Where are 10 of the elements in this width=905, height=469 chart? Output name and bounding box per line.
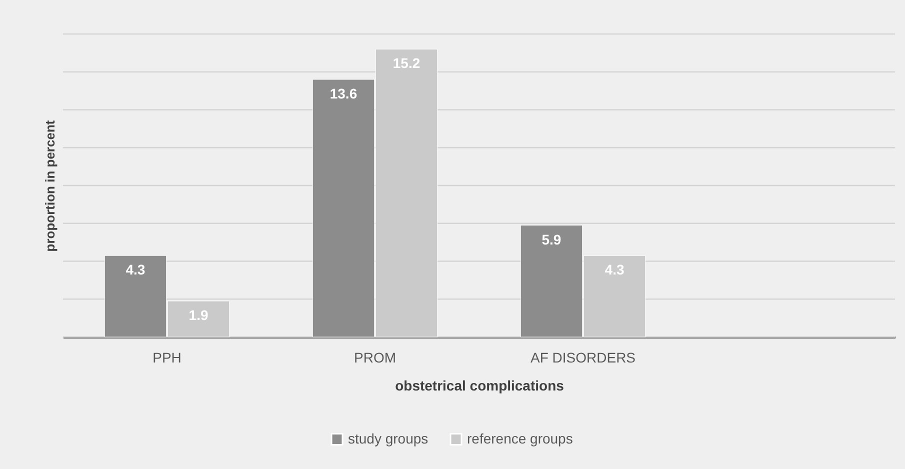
legend-label: reference groups: [467, 430, 573, 446]
x-axis-title: obstetrical complications: [395, 378, 564, 394]
data-label: 13.6: [330, 85, 358, 102]
y-axis-title: proportion in percent: [42, 120, 58, 252]
data-label: 5.9: [542, 231, 562, 248]
x-tick-label: PPH: [152, 350, 182, 366]
x-tick-label: PROM: [354, 350, 396, 366]
x-tick-label: AF DISORDERS: [530, 350, 636, 366]
data-label: 4.3: [126, 262, 146, 278]
legend-label: study groups: [348, 430, 428, 446]
